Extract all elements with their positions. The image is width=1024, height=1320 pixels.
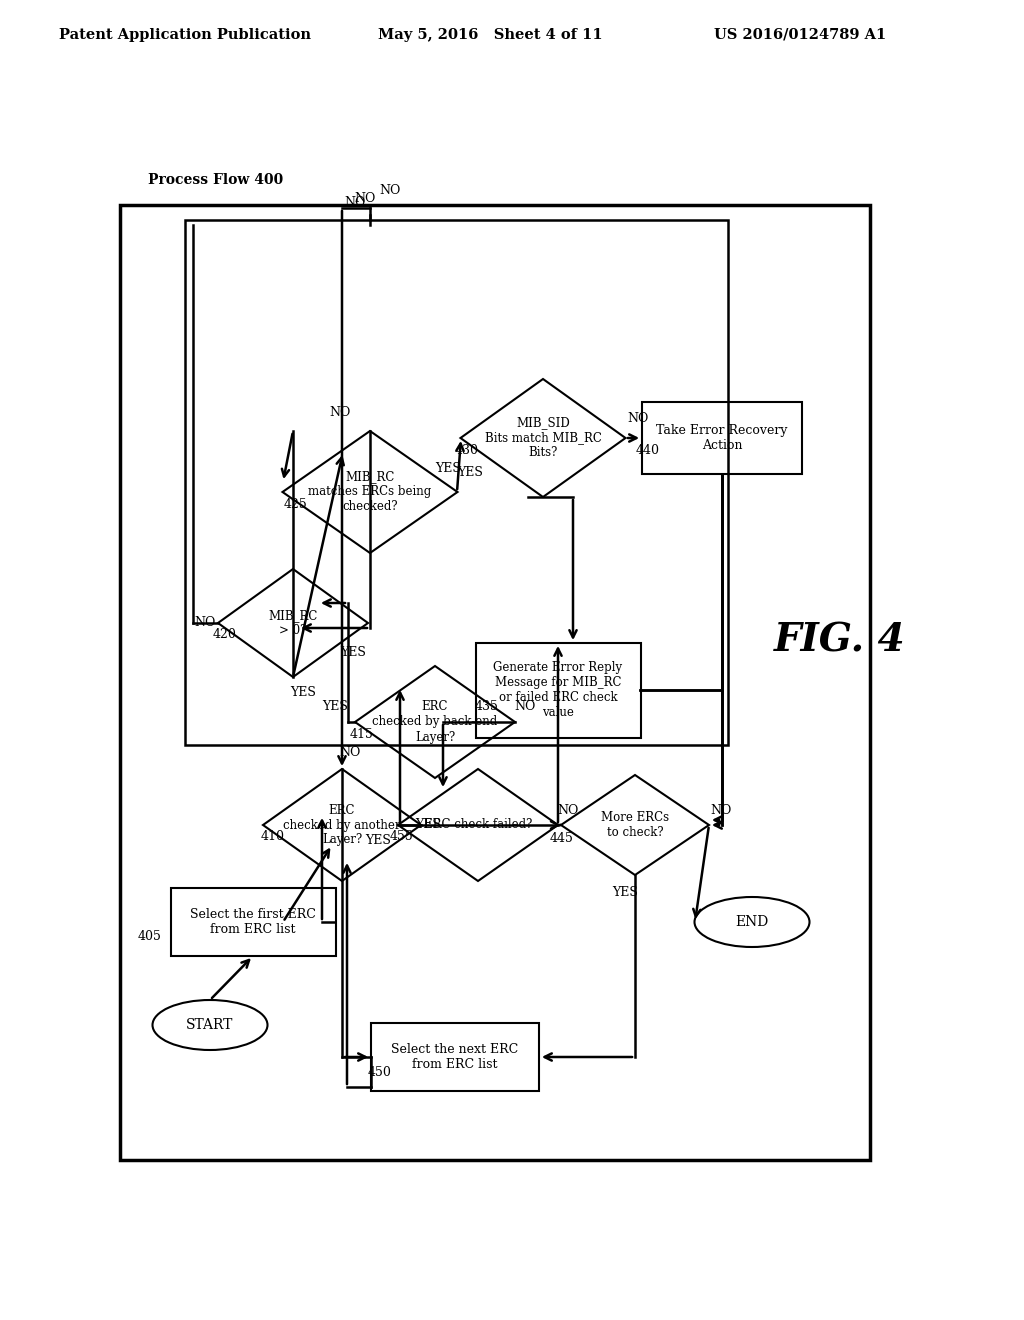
Text: ERC
checked by back-end
Layer?: ERC checked by back-end Layer? [373,701,498,743]
Text: NO: NO [330,405,350,418]
Text: YES: YES [340,647,366,660]
Text: 415: 415 [350,727,374,741]
Text: Process Flow 400: Process Flow 400 [148,173,284,187]
Text: US 2016/0124789 A1: US 2016/0124789 A1 [714,28,886,42]
Text: Select the first ERC
from ERC list: Select the first ERC from ERC list [190,908,316,936]
Bar [171,888,336,956]
Text: NO: NO [557,804,579,817]
Text: 405: 405 [138,931,162,944]
Text: NO: NO [339,747,360,759]
Text: 445: 445 [550,832,573,845]
Text: YES: YES [366,833,391,846]
Bar [185,220,728,744]
Bar [475,643,640,738]
Text: NO: NO [344,195,366,209]
Bar [120,205,870,1160]
Text: MIB_RC
matches ERCs being
checked?: MIB_RC matches ERCs being checked? [308,470,432,513]
Text: NO: NO [195,616,216,630]
Text: FIG. 4: FIG. 4 [774,620,906,659]
Bar [371,1023,539,1092]
Text: ERC
checked by another
Layer?: ERC checked by another Layer? [284,804,400,846]
Text: May 5, 2016   Sheet 4 of 11: May 5, 2016 Sheet 4 of 11 [378,28,602,42]
Text: ERC check failed?: ERC check failed? [424,818,532,832]
Text: Generate Error Reply
Message for MIB_RC
or failed ERC check
value: Generate Error Reply Message for MIB_RC … [494,661,623,719]
Text: MIB_RC
> 0?: MIB_RC > 0? [268,609,317,638]
Text: 440: 440 [636,445,660,458]
Text: MIB_SID
Bits match MIB_RC
Bits?: MIB_SID Bits match MIB_RC Bits? [484,417,601,459]
Text: NO: NO [711,804,732,817]
Text: 455: 455 [390,830,414,843]
Text: NO: NO [514,701,536,714]
Text: 450: 450 [368,1065,392,1078]
Text: 430: 430 [455,445,479,458]
Text: YES: YES [415,818,441,832]
Text: Select the next ERC
from ERC list: Select the next ERC from ERC list [391,1043,518,1071]
Text: YES: YES [457,466,483,479]
Text: Take Error Recovery
Action: Take Error Recovery Action [656,424,787,451]
Text: More ERCs
to check?: More ERCs to check? [601,810,669,840]
Text: NO: NO [628,412,648,425]
Text: Patent Application Publication: Patent Application Publication [59,28,311,42]
Text: YES: YES [612,887,638,899]
Bar [642,403,802,474]
Text: YES: YES [290,686,316,700]
Text: 425: 425 [283,499,307,511]
Text: 410: 410 [261,830,285,843]
Text: START: START [186,1018,233,1032]
Text: NO: NO [354,191,376,205]
Text: 435: 435 [475,701,499,714]
Text: END: END [735,915,769,929]
Text: YES: YES [435,462,461,474]
Text: NO: NO [379,183,400,197]
Text: YES: YES [323,701,348,714]
Text: 420: 420 [213,628,237,642]
